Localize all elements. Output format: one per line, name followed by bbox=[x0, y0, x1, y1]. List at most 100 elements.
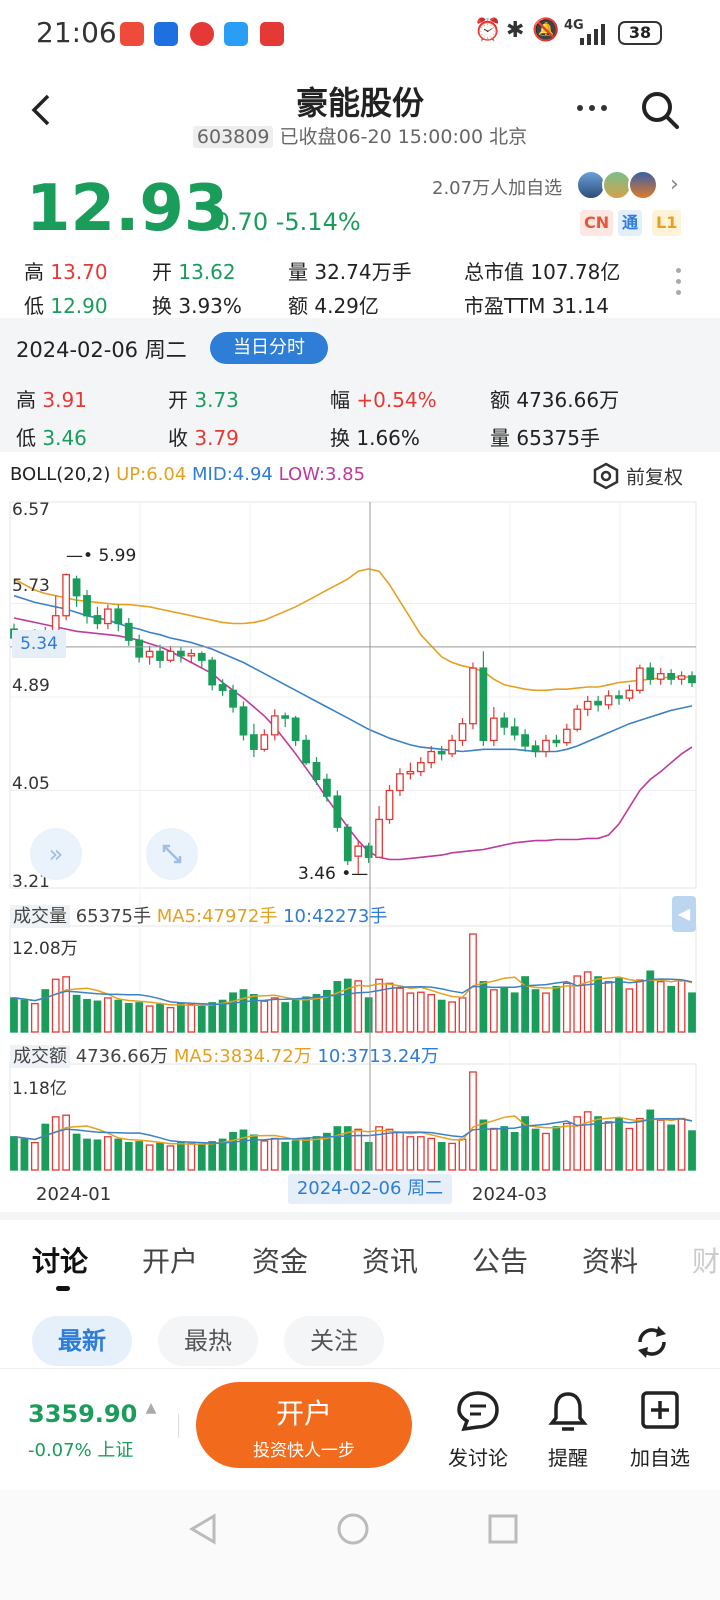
amount-bar bbox=[583, 1111, 592, 1171]
status-bar: 21:06 ⏰ ✱ 🔕 4G 38 bbox=[0, 0, 720, 68]
expand-stats-button[interactable] bbox=[676, 268, 682, 301]
volume-bar bbox=[396, 987, 404, 1033]
volume-max-tick: 12.08万 bbox=[12, 939, 78, 959]
signal-icon bbox=[580, 24, 605, 45]
add-watchlist-button[interactable]: 加自选 bbox=[620, 1390, 700, 1471]
amount-bar bbox=[239, 1129, 248, 1171]
subtab-latest[interactable]: 最新 bbox=[32, 1316, 132, 1366]
amount-bar bbox=[10, 1136, 18, 1171]
amount-bar bbox=[521, 1116, 529, 1171]
tab-discussion[interactable]: 讨论 bbox=[32, 1245, 89, 1278]
candle bbox=[656, 672, 665, 680]
tab-profile[interactable]: 资料 bbox=[582, 1245, 639, 1278]
adjust-button[interactable]: 前复权 bbox=[592, 462, 683, 490]
followers-count[interactable]: 2.07万人加自选 bbox=[432, 178, 563, 199]
volume-bar bbox=[427, 994, 436, 1033]
collapse-panel-button[interactable]: ◀ bbox=[672, 896, 696, 932]
triangle-up-icon: ▲ bbox=[145, 1400, 157, 1416]
volume-bar bbox=[41, 989, 50, 1033]
nav-home-icon[interactable] bbox=[336, 1512, 370, 1546]
app-notification-icon bbox=[260, 22, 284, 46]
boll-low-line bbox=[13, 617, 693, 861]
stat-low: 低 12.90 bbox=[24, 294, 108, 318]
volume-bar bbox=[500, 986, 509, 1033]
panel-frame bbox=[9, 501, 697, 889]
volume-legend[interactable]: 成交量 65375手 MA5:47972手 10:42273手 bbox=[10, 902, 387, 928]
volume-bar bbox=[552, 985, 561, 1033]
amount-bar bbox=[260, 1140, 269, 1171]
market-status: 已收盘06-20 15:00:00 北京 bbox=[279, 126, 528, 148]
amount-max-tick: 1.18亿 bbox=[12, 1079, 67, 1099]
intraday-button[interactable]: 当日分时 bbox=[210, 332, 328, 364]
cursor-date: 2024-02-06 周二 bbox=[288, 1174, 452, 1204]
volume-bar bbox=[145, 1005, 154, 1033]
kline-chart[interactable] bbox=[0, 490, 720, 1180]
tab-announcements[interactable]: 公告 bbox=[472, 1245, 529, 1278]
volume-ma5: MA5:47972手 bbox=[156, 906, 278, 927]
boll-legend[interactable]: BOLL(20,2) UP:6.04 MID:4.94 LOW:3.85 bbox=[10, 464, 365, 485]
volume-bar bbox=[51, 978, 60, 1033]
index-value[interactable]: 3359.90 ▲ bbox=[28, 1400, 157, 1428]
candle bbox=[291, 717, 300, 742]
candle bbox=[145, 650, 154, 658]
refresh-button[interactable] bbox=[632, 1322, 672, 1362]
amount-bar bbox=[166, 1145, 175, 1171]
y-tick-label: 4.89 bbox=[12, 676, 50, 696]
candle bbox=[354, 845, 363, 857]
volume-bar bbox=[688, 992, 696, 1033]
avatar bbox=[628, 170, 658, 200]
candle bbox=[114, 608, 123, 625]
chat-bubble-icon bbox=[457, 1391, 499, 1432]
fast-forward-button[interactable]: » bbox=[30, 828, 82, 880]
tab-open-account[interactable]: 开户 bbox=[142, 1245, 199, 1278]
stock-code: 603809 bbox=[192, 126, 274, 148]
tab-news[interactable]: 资讯 bbox=[362, 1245, 419, 1278]
amount-bar bbox=[41, 1123, 50, 1171]
amount-bar bbox=[156, 1142, 164, 1171]
nav-recents-icon[interactable] bbox=[486, 1512, 520, 1546]
candle bbox=[615, 695, 623, 699]
y-tick-label: 5.73 bbox=[12, 576, 50, 596]
hexagon-settings-icon bbox=[593, 462, 619, 490]
amount-bar bbox=[646, 1109, 655, 1171]
volume-bar bbox=[260, 1000, 269, 1033]
boll-mid: MID:4.94 bbox=[192, 464, 273, 485]
amount-bar bbox=[604, 1121, 613, 1171]
tab-finance[interactable]: 财 bbox=[692, 1245, 720, 1278]
back-button[interactable] bbox=[26, 90, 66, 130]
candle bbox=[646, 667, 655, 680]
volume-bar bbox=[604, 981, 613, 1033]
candle bbox=[604, 695, 613, 706]
subtab-hot[interactable]: 最热 bbox=[158, 1316, 258, 1366]
amount-bar bbox=[437, 1141, 446, 1171]
candle bbox=[250, 734, 258, 750]
open-account-button[interactable]: 开户 投资快人一步 bbox=[196, 1382, 412, 1468]
more-menu-button[interactable] bbox=[575, 86, 611, 135]
candle bbox=[166, 650, 175, 661]
nav-back-icon[interactable] bbox=[186, 1512, 220, 1546]
amount-bar bbox=[635, 1117, 644, 1171]
subtab-following[interactable]: 关注 bbox=[284, 1316, 384, 1366]
post-discussion-button[interactable]: 发讨论 bbox=[438, 1390, 518, 1471]
day-open: 开 3.73 bbox=[168, 388, 239, 412]
volume-bar bbox=[531, 989, 540, 1033]
candle bbox=[437, 750, 446, 755]
amount-bar bbox=[333, 1126, 342, 1171]
volume-bar bbox=[72, 994, 81, 1033]
fullscreen-button[interactable] bbox=[146, 828, 198, 880]
amount-legend[interactable]: 成交额 4736.66万 MA5:3834.72万 10:3713.24万 bbox=[10, 1042, 439, 1068]
tab-funds[interactable]: 资金 bbox=[252, 1245, 309, 1278]
volume-bar bbox=[667, 985, 676, 1033]
reminder-button[interactable]: 提醒 bbox=[528, 1390, 608, 1471]
candle bbox=[688, 675, 696, 684]
amount-bar bbox=[489, 1127, 498, 1171]
candle bbox=[62, 573, 71, 617]
search-button[interactable] bbox=[640, 90, 679, 129]
candle bbox=[594, 700, 603, 706]
more-horizontal-icon bbox=[577, 105, 607, 111]
candle bbox=[583, 700, 592, 710]
volume-bar bbox=[30, 1002, 39, 1033]
amount-bar bbox=[510, 1131, 519, 1171]
candle bbox=[72, 578, 81, 597]
chevron-right-icon[interactable]: › bbox=[670, 172, 679, 197]
